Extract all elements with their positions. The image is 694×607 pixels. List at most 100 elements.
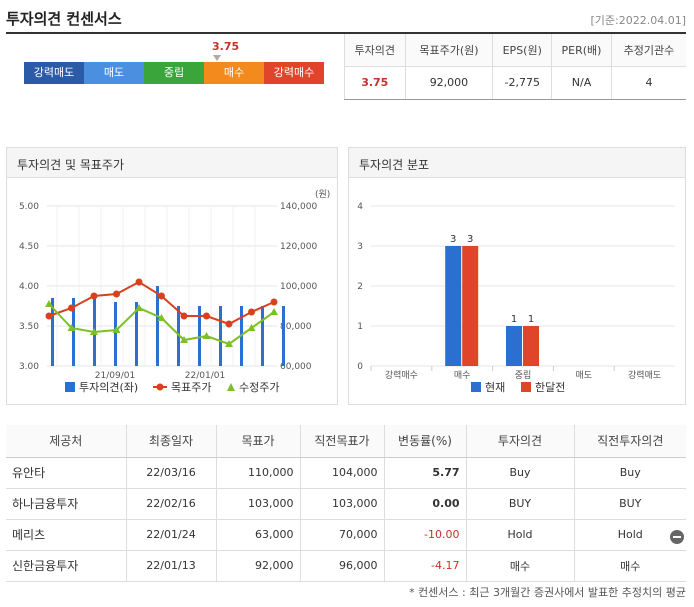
scale-segment-sell: 매도 bbox=[84, 62, 144, 84]
distribution-bar bbox=[445, 246, 462, 366]
target-price: 103,000 bbox=[215, 488, 300, 520]
broker-estimates-table: 제공처 최종일자 목표가 직전목표가 변동률(%) 투자의견 직전투자의견 유안… bbox=[6, 425, 686, 582]
table-row: 메리츠 22/01/24 63,000 70,000 -10.00 Hold H… bbox=[6, 519, 686, 551]
y-left-tick-label: 4.00 bbox=[19, 282, 39, 292]
data-label: 1 bbox=[528, 314, 534, 325]
opinion-target-panel: 투자의견 및 목표주가 3.00 3.50 4.00 4.50 5.00 60,000 80… bbox=[6, 147, 338, 405]
legend-label: 한달전 bbox=[535, 381, 565, 394]
opinion-bar bbox=[198, 306, 201, 366]
x-tick-label: 21/09/01 bbox=[95, 371, 135, 381]
table-row: 하나금융투자 22/02/16 103,000 103,000 0.00 BUY… bbox=[6, 488, 686, 520]
opinion: Buy bbox=[465, 457, 574, 489]
legend-label: 목표주가 bbox=[171, 381, 211, 394]
y-left-tick-label: 4.50 bbox=[19, 242, 39, 252]
target-price-point bbox=[225, 320, 233, 328]
y-tick-label: 2 bbox=[357, 282, 363, 292]
provider: 신한금융투자 bbox=[6, 550, 126, 582]
legend-swatch-current bbox=[471, 382, 481, 392]
target-price-point bbox=[158, 292, 165, 300]
consensus-summary-table: 투자의견 목표주가(원) EPS(원) PER(배) 추정기관수 3.75 92… bbox=[344, 34, 686, 101]
target-price-point bbox=[45, 312, 53, 320]
target-price-point bbox=[270, 298, 278, 306]
legend-swatch-opinion bbox=[65, 382, 75, 392]
distribution-bar bbox=[523, 326, 539, 366]
adjusted-price-point bbox=[202, 332, 211, 339]
y-tick-label: 1 bbox=[357, 322, 363, 332]
opinion-bar bbox=[51, 298, 54, 366]
change-rate: -10.00 bbox=[383, 519, 466, 551]
opinion-bar bbox=[261, 306, 264, 366]
header-divider bbox=[6, 32, 686, 34]
target-price-point bbox=[135, 278, 143, 286]
collapse-icon[interactable] bbox=[670, 530, 684, 544]
target-price-point bbox=[68, 304, 75, 312]
scale-segment-buy: 매수 bbox=[204, 62, 264, 84]
adjusted-price-point bbox=[247, 324, 256, 331]
opinion-distribution-panel: 투자의견 분포 0 1 2 3 4 강력매수 매수 3 3 중립 1 1 매도 강력매도 현재 한달전 bbox=[348, 147, 686, 405]
opinion-bar bbox=[72, 298, 75, 366]
last-date: 22/02/16 bbox=[125, 488, 216, 520]
legend-swatch-month-ago bbox=[521, 382, 531, 392]
x-tick-label: 매도 bbox=[576, 370, 593, 381]
target-price-point bbox=[180, 312, 188, 320]
opinion-bar bbox=[135, 302, 138, 366]
col-header: 직전목표가 bbox=[299, 425, 384, 458]
legend-swatch-adjusted bbox=[227, 383, 235, 391]
col-header: 변동률(%) bbox=[383, 425, 466, 458]
page-title: 투자의견 컨센서스 bbox=[6, 10, 122, 28]
prev-target-price: 103,000 bbox=[299, 488, 384, 520]
prev-opinion: Buy bbox=[573, 457, 686, 489]
summary-header: PER(배) bbox=[551, 34, 612, 67]
distribution-bar bbox=[462, 246, 479, 366]
panel-title: 투자의견 분포 bbox=[349, 148, 685, 178]
data-label: 3 bbox=[467, 234, 473, 245]
col-header: 목표가 bbox=[215, 425, 300, 458]
col-header: 최종일자 bbox=[125, 425, 216, 458]
adjusted-price-point bbox=[45, 300, 53, 307]
opinion: 매수 bbox=[465, 550, 574, 582]
x-tick-label: 22/01/01 bbox=[185, 371, 225, 381]
scale-segment-neutral: 중립 bbox=[144, 62, 204, 84]
scale-segment-strong-sell: 강력매도 bbox=[24, 62, 84, 84]
summary-header: 추정기관수 bbox=[610, 34, 686, 67]
legend-swatch-target-dot bbox=[156, 383, 164, 391]
prev-target-price: 70,000 bbox=[299, 519, 384, 551]
x-tick-label: 중립 bbox=[515, 370, 532, 381]
target-price-point bbox=[203, 312, 210, 320]
y-left-tick-label: 3.00 bbox=[19, 362, 39, 372]
x-tick-label: 강력매도 bbox=[628, 369, 661, 381]
adjusted-price-point bbox=[157, 314, 166, 321]
legend-label: 투자의견(좌) bbox=[79, 381, 138, 394]
panel-title: 투자의견 및 목표주가 bbox=[7, 148, 337, 178]
opinion-bar bbox=[219, 306, 222, 366]
target-price: 110,000 bbox=[215, 457, 300, 489]
opinion-bar bbox=[282, 306, 285, 366]
summary-header: EPS(원) bbox=[492, 34, 552, 67]
x-tick-label: 강력매수 bbox=[385, 369, 418, 381]
target-price-point bbox=[248, 308, 255, 316]
provider: 메리츠 bbox=[6, 519, 126, 551]
y-right-tick-label: 80,000 bbox=[280, 322, 312, 332]
prev-target-price: 96,000 bbox=[299, 550, 384, 582]
y-right-unit: (원) bbox=[315, 189, 330, 200]
change-rate: -4.17 bbox=[383, 550, 466, 582]
y-tick-label: 4 bbox=[357, 202, 363, 212]
adjusted-price-point bbox=[270, 308, 278, 315]
summary-eps: -2,775 bbox=[492, 66, 552, 101]
distribution-bar bbox=[506, 326, 522, 366]
y-right-tick-label: 100,000 bbox=[280, 282, 317, 292]
last-date: 22/01/24 bbox=[125, 519, 216, 551]
summary-institution-count: 4 bbox=[610, 66, 686, 101]
opinion: Hold bbox=[465, 519, 574, 551]
data-label: 1 bbox=[511, 314, 517, 325]
last-date: 22/01/13 bbox=[125, 550, 216, 582]
adjusted-price-point bbox=[90, 328, 98, 335]
opinion-bar bbox=[156, 286, 159, 366]
adjusted-price-point bbox=[180, 336, 188, 343]
footnote: * 컨센서스 : 최근 3개월간 증권사에서 발표한 추정치의 평균 bbox=[409, 586, 686, 599]
summary-opinion: 3.75 bbox=[344, 66, 406, 101]
data-label: 3 bbox=[450, 234, 456, 245]
opinion: BUY bbox=[465, 488, 574, 520]
adjusted-price-point bbox=[135, 304, 143, 311]
legend-label: 수정주가 bbox=[239, 381, 279, 394]
